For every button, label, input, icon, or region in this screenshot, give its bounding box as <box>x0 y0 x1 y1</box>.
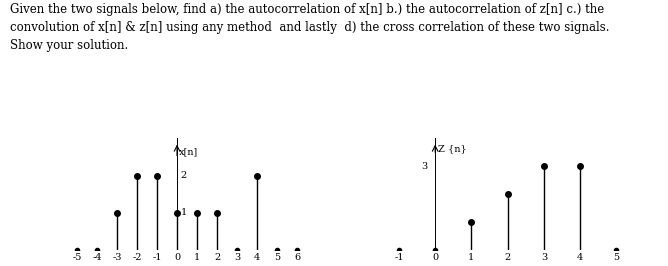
Text: 3: 3 <box>421 162 427 171</box>
Text: 2: 2 <box>180 171 187 180</box>
Text: 1: 1 <box>180 208 187 217</box>
Text: Z {n}: Z {n} <box>438 144 467 153</box>
Text: x[n]: x[n] <box>178 147 198 156</box>
Text: Given the two signals below, find a) the autocorrelation of x[n] b.) the autocor: Given the two signals below, find a) the… <box>10 3 609 52</box>
